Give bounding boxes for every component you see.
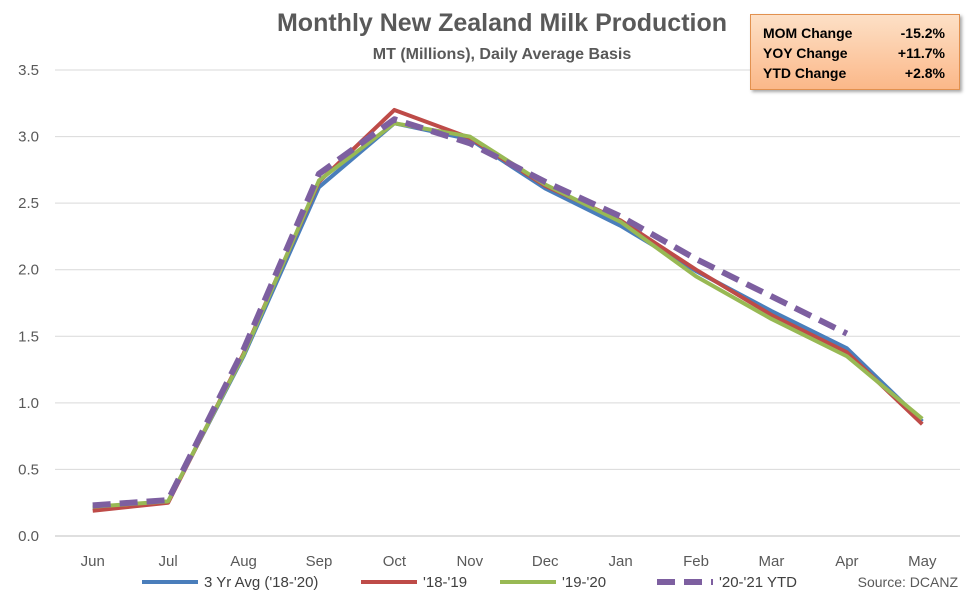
stat-row-mom: MOM Change -15.2% xyxy=(763,23,945,43)
x-tick-label: Dec xyxy=(532,553,559,570)
y-tick-label: 2.5 xyxy=(18,195,39,212)
y-tick-label: 2.0 xyxy=(18,262,39,279)
x-tick-label: Apr xyxy=(835,553,858,570)
stat-value: +11.7% xyxy=(897,45,945,61)
y-tick-label: 3.5 xyxy=(18,62,39,79)
y-tick-label: 3.0 xyxy=(18,129,39,146)
stat-row-yoy: YOY Change +11.7% xyxy=(763,43,945,63)
x-tick-label: Oct xyxy=(383,553,407,570)
chart-subtitle: MT (Millions), Daily Average Basis xyxy=(373,46,632,63)
y-tick-label: 0.0 xyxy=(18,528,39,545)
x-tick-label: Feb xyxy=(683,553,709,570)
legend-label-3: '20-'21 YTD xyxy=(719,574,797,591)
x-tick-label: Mar xyxy=(759,553,785,570)
chart-title: Monthly New Zealand Milk Production xyxy=(277,9,727,37)
y-tick-label: 1.0 xyxy=(18,395,39,412)
series-line-0 xyxy=(92,121,924,511)
stat-label: YTD Change xyxy=(763,65,847,81)
legend-label-0: 3 Yr Avg ('18-'20) xyxy=(204,574,318,591)
y-tick-label: 1.5 xyxy=(18,328,39,345)
x-tick-label: Jan xyxy=(609,553,633,570)
legend-label-2: '19-'20 xyxy=(562,574,606,591)
series-lines xyxy=(92,107,924,513)
stat-value: -15.2% xyxy=(900,25,945,41)
gridlines xyxy=(55,69,960,537)
source-note: Source: DCANZ xyxy=(858,574,959,590)
stat-row-ytd: YTD Change +2.8% xyxy=(763,63,945,83)
x-tick-label: Nov xyxy=(456,553,483,570)
stat-label: YOY Change xyxy=(763,45,848,61)
x-tick-label: May xyxy=(908,553,937,570)
stats-box: MOM Change -15.2% YOY Change +11.7% YTD … xyxy=(750,14,960,90)
y-axis-ticks: 0.0 0.5 1.0 1.5 2.0 2.5 3.0 3.5 xyxy=(18,62,39,545)
stat-value: +2.8% xyxy=(904,65,945,81)
stat-label: MOM Change xyxy=(763,25,853,41)
series-line-3 xyxy=(92,116,849,509)
legend: 3 Yr Avg ('18-'20) '18-'19 '19-'20 '20-'21 … xyxy=(142,574,797,591)
x-axis-ticks: Jun Jul Aug Sep Oct Nov Dec Jan Feb Mar Apr May xyxy=(81,553,937,570)
legend-label-1: '18-'19 xyxy=(423,574,467,591)
series-line-2 xyxy=(92,121,924,509)
x-tick-label: Sep xyxy=(306,553,333,570)
y-tick-label: 0.5 xyxy=(18,461,39,478)
x-tick-label: Jun xyxy=(81,553,105,570)
x-tick-label: Jul xyxy=(159,553,178,570)
x-tick-label: Aug xyxy=(230,553,257,570)
